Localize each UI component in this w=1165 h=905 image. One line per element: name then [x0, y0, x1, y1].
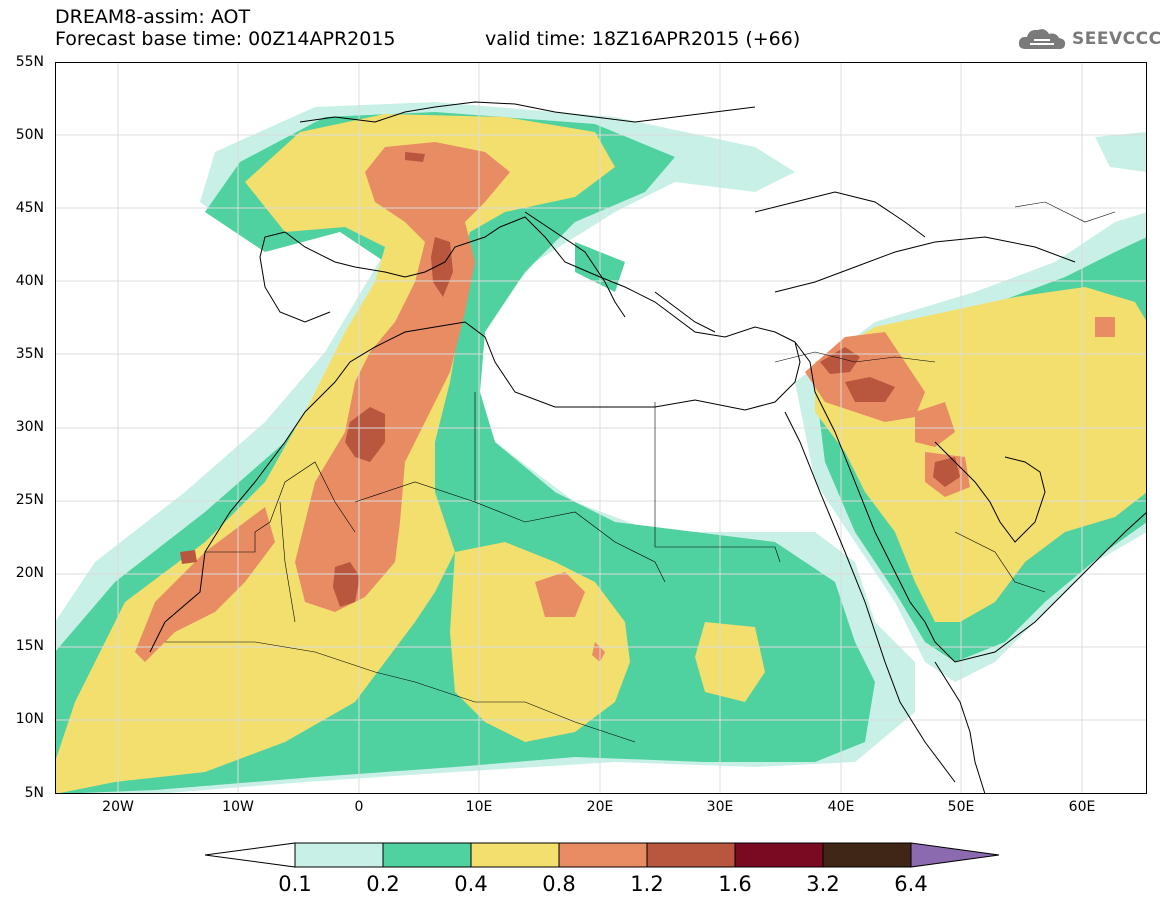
y-tick-label: 35N	[15, 346, 44, 362]
colorbar-label: 0.1	[278, 872, 312, 896]
cloud-icon	[1018, 29, 1066, 50]
map-header: DREAM8-assim: AOT Forecast base time: 00…	[55, 6, 396, 50]
x-tick-label: 50E	[947, 799, 975, 815]
colorbar-segment	[382, 842, 472, 868]
y-tick-label: 10N	[15, 711, 44, 727]
coastlines	[149, 101, 1147, 794]
x-tick-label: 20W	[102, 799, 134, 815]
country-borders	[165, 201, 1116, 743]
colorbar-label: 0.4	[454, 872, 488, 896]
y-tick-label: 20N	[15, 565, 44, 581]
aot-map	[55, 62, 1147, 794]
colorbar-segment	[646, 842, 736, 868]
colorbar-segment	[294, 842, 384, 868]
x-tick-label: 60E	[1068, 799, 1096, 815]
x-tick-label: 40E	[827, 799, 855, 815]
logo-text: SEEVCCC	[1072, 29, 1162, 49]
colorbar-label: 0.8	[542, 872, 576, 896]
x-tick-label: 30E	[706, 799, 734, 815]
colorbar-label: 3.2	[806, 872, 840, 896]
x-tick-label: 10E	[465, 799, 493, 815]
y-tick-label: 30N	[15, 419, 44, 435]
colorbar-segment	[734, 842, 824, 868]
y-tick-label: 5N	[24, 785, 44, 801]
colorbar-high-arrow	[910, 842, 1000, 868]
colorbar-label: 1.2	[630, 872, 664, 896]
x-tick-label: 10W	[222, 799, 254, 815]
forecast-base-time: Forecast base time: 00Z14APR2015	[55, 28, 396, 50]
colorbar-segment	[470, 842, 560, 868]
colorbar-label: 1.6	[718, 872, 752, 896]
x-tick-label: 20E	[586, 799, 614, 815]
y-tick-label: 15N	[15, 638, 44, 654]
y-tick-label: 45N	[15, 200, 44, 216]
seevccc-logo: SEEVCCC	[1016, 24, 1162, 54]
product-title: DREAM8-assim: AOT	[55, 6, 251, 28]
colorbar	[205, 842, 1000, 868]
colorbar-label: 6.4	[894, 872, 928, 896]
colorbar-low-arrow	[205, 842, 296, 868]
colorbar-label: 0.2	[366, 872, 400, 896]
y-tick-label: 50N	[15, 127, 44, 143]
colorbar-segment	[558, 842, 648, 868]
colorbar-segment	[822, 842, 912, 868]
y-tick-label: 25N	[15, 492, 44, 508]
graticule	[55, 62, 1147, 794]
y-tick-label: 40N	[15, 273, 44, 289]
x-tick-label: 0	[354, 799, 364, 815]
valid-time: valid time: 18Z16APR2015 (+66)	[485, 28, 801, 50]
map-frame	[55, 62, 1147, 794]
y-tick-label: 55N	[15, 54, 44, 70]
